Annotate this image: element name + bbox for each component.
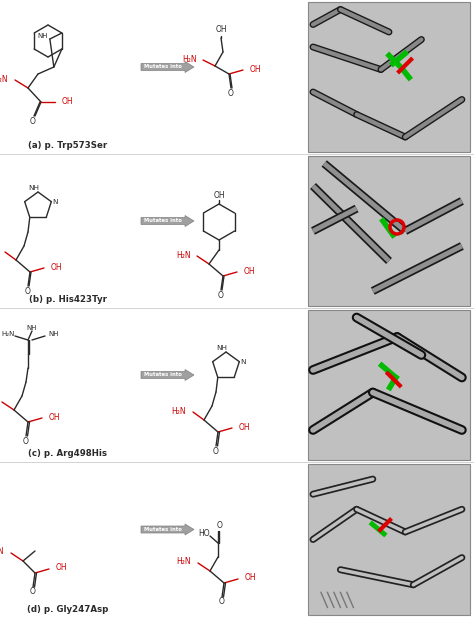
Text: O: O	[217, 521, 223, 531]
Text: OH: OH	[213, 191, 225, 201]
Text: (c) p. Arg498His: (c) p. Arg498His	[28, 450, 108, 458]
FancyArrow shape	[141, 62, 194, 73]
Text: HO: HO	[199, 529, 210, 537]
Bar	[308, 2, 470, 152]
Text: N: N	[240, 359, 246, 365]
Text: H₂N: H₂N	[1, 331, 15, 337]
Text: O: O	[23, 436, 29, 445]
Text: Mutates into: Mutates into	[144, 527, 182, 532]
Text: N: N	[52, 199, 58, 205]
Text: Mutates into: Mutates into	[144, 65, 182, 70]
FancyArrow shape	[141, 370, 194, 381]
Text: O: O	[228, 89, 234, 99]
Text: H₂N: H₂N	[0, 75, 8, 83]
Text: OH: OH	[245, 573, 256, 582]
Text: OH: OH	[215, 25, 227, 35]
Text: NH: NH	[48, 331, 58, 337]
Text: NH: NH	[217, 345, 228, 351]
Text: Mutates into: Mutates into	[144, 373, 182, 378]
Text: H₂N: H₂N	[176, 251, 191, 260]
Text: OH: OH	[250, 65, 262, 73]
Text: NH: NH	[27, 325, 37, 331]
Text: OH: OH	[51, 262, 63, 271]
FancyArrow shape	[141, 215, 194, 226]
Text: O: O	[30, 117, 36, 126]
Text: OH: OH	[49, 413, 61, 421]
Text: OH: OH	[239, 423, 251, 431]
Text: O: O	[219, 597, 225, 607]
Bar	[308, 310, 470, 460]
Text: NH: NH	[37, 33, 48, 39]
Text: Mutates into: Mutates into	[144, 218, 182, 223]
Text: OH: OH	[56, 563, 68, 573]
Text: H₂N: H₂N	[172, 407, 186, 415]
FancyArrow shape	[141, 524, 194, 535]
Text: (d) p. Gly247Asp: (d) p. Gly247Asp	[27, 605, 109, 613]
Text: O: O	[218, 291, 224, 299]
Text: H₂N: H₂N	[0, 547, 4, 557]
Text: O: O	[30, 587, 36, 597]
Text: H₂N: H₂N	[182, 54, 197, 64]
Text: O: O	[213, 447, 219, 455]
Text: OH: OH	[62, 97, 73, 107]
Text: O: O	[25, 286, 31, 296]
Bar	[308, 464, 470, 615]
Text: H₂N: H₂N	[176, 558, 191, 566]
Text: (a) p. Trp573Ser: (a) p. Trp573Ser	[28, 141, 108, 151]
Text: NH: NH	[28, 185, 39, 191]
Text: (b) p. His423Tyr: (b) p. His423Tyr	[29, 296, 107, 305]
Text: OH: OH	[244, 267, 255, 276]
Bar	[308, 156, 470, 306]
